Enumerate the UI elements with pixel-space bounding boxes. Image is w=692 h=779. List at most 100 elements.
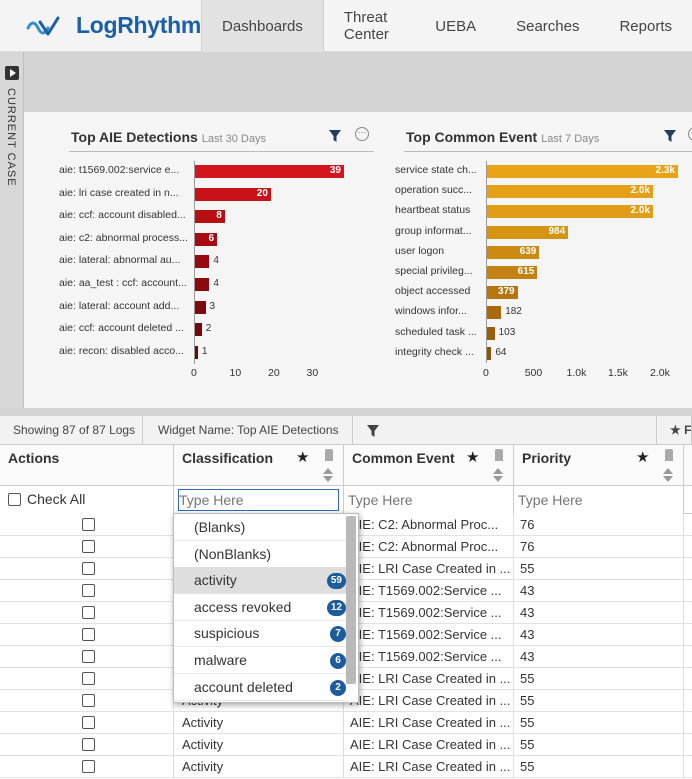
x-tick-label: 1.0k [566, 367, 587, 379]
star-icon[interactable]: ★ [466, 449, 480, 466]
row-checkbox[interactable] [82, 540, 95, 553]
dropdown-option[interactable]: (NonBlanks) [174, 541, 346, 568]
bar[interactable] [194, 232, 218, 246]
bar-category-label: scheduled task ... [395, 325, 477, 338]
sort-icon[interactable] [662, 467, 674, 483]
tab-searches[interactable]: Searches [516, 17, 580, 35]
bar[interactable] [194, 187, 271, 201]
tab-reports[interactable]: Reports [619, 17, 672, 35]
bar[interactable] [194, 323, 202, 337]
bar[interactable] [194, 255, 210, 269]
priority-cell: 43 [514, 602, 684, 624]
grid-filter-icon[interactable] [366, 424, 380, 438]
more-options-icon[interactable]: ··· [688, 127, 692, 141]
bar-value-label: 8 [216, 210, 222, 222]
tab-dashboards[interactable]: Dashboards [201, 0, 324, 52]
next-column-cell [684, 668, 692, 690]
bar[interactable] [194, 210, 225, 224]
bar[interactable] [486, 266, 538, 279]
bar[interactable] [486, 326, 495, 340]
row-checkbox[interactable] [82, 738, 95, 751]
priority-cell: 55 [514, 558, 684, 580]
priority-cell: 55 [514, 668, 684, 690]
priority-filter-input[interactable] [518, 489, 679, 511]
row-checkbox[interactable] [82, 716, 95, 729]
star-icon[interactable]: ★ [636, 449, 650, 466]
filter-icon[interactable] [663, 129, 677, 143]
bar[interactable] [194, 300, 206, 314]
priority-cell: 43 [514, 646, 684, 668]
filter-icon[interactable] [328, 129, 342, 143]
sort-icon[interactable] [322, 467, 334, 483]
tab-threat-center[interactable]: Threat Center [343, 9, 389, 43]
dropdown-option[interactable]: (Blanks) [174, 514, 346, 541]
classification-filter-dropdown: (Blanks) (NonBlanks) activity 59 access revo… [173, 513, 359, 703]
option-label: (NonBlanks) [194, 545, 272, 562]
classification-filter-input[interactable] [178, 489, 339, 511]
dropdown-option[interactable]: malware 6 [174, 647, 346, 674]
column-header-actions[interactable]: Actions [0, 445, 174, 486]
sort-icon[interactable] [492, 467, 504, 483]
row-checkbox[interactable] [82, 650, 95, 663]
bar-value-label: 182 [505, 306, 522, 318]
bar[interactable] [486, 165, 678, 178]
section-divider [0, 408, 692, 416]
row-checkbox[interactable] [82, 562, 95, 575]
row-checkbox[interactable] [82, 628, 95, 641]
dropdown-scrollbar[interactable] [346, 516, 356, 684]
bar[interactable] [486, 205, 653, 219]
check-all-cell[interactable]: Check All [0, 486, 174, 514]
logo[interactable]: LogRhythm [26, 12, 201, 39]
more-options-icon[interactable]: ··· [355, 127, 369, 141]
bar[interactable] [486, 185, 653, 199]
column-header-common-event[interactable]: Common Event ★ [344, 445, 514, 486]
bar-value-label: 20 [256, 187, 268, 199]
bar[interactable] [194, 278, 210, 291]
favorites-tab[interactable]: ★ F [656, 416, 692, 445]
option-label: malware [194, 652, 247, 668]
row-checkbox[interactable] [82, 518, 95, 531]
column-header-priority[interactable]: Priority ★ [514, 445, 684, 486]
column-header-next[interactable] [684, 445, 692, 486]
row-checkbox[interactable] [82, 694, 95, 707]
bar[interactable] [486, 245, 540, 259]
next-column-cell [684, 580, 692, 602]
priority-cell: 43 [514, 624, 684, 646]
dropdown-option[interactable]: account deleted 2 [174, 674, 346, 701]
bar-category-label: aie: ccf: account deleted ... [59, 322, 184, 335]
pin-icon[interactable] [325, 449, 333, 461]
classification-cell: Activity [174, 756, 344, 778]
bar-value-label: 984 [548, 225, 566, 237]
dropdown-option[interactable]: access revoked 12 [174, 594, 346, 621]
row-checkbox[interactable] [82, 760, 95, 773]
check-all-checkbox[interactable] [8, 493, 21, 506]
bar[interactable] [486, 286, 518, 300]
pin-icon[interactable] [495, 449, 503, 461]
column-header-classification[interactable]: Classification ★ [174, 445, 344, 486]
bar[interactable] [194, 345, 198, 359]
common-event-cell: AIE: LRI Case Created in ... [344, 756, 514, 778]
tab-ueba[interactable]: UEBA [435, 17, 477, 35]
expand-case-icon[interactable] [5, 66, 19, 80]
common-event-cell: AIE: T1569.002:Service ... [344, 602, 514, 624]
common-event-cell: AIE: LRI Case Created in ... [344, 712, 514, 734]
row-checkbox[interactable] [82, 672, 95, 685]
dropdown-option[interactable]: activity 59 [174, 567, 346, 595]
actions-cell [0, 602, 174, 624]
row-checkbox[interactable] [82, 606, 95, 619]
pin-icon[interactable] [665, 449, 673, 461]
option-label: account deleted [194, 678, 293, 695]
bar[interactable] [486, 225, 569, 239]
star-icon[interactable]: ★ [296, 449, 310, 466]
row-checkbox[interactable] [82, 584, 95, 597]
bar[interactable] [486, 346, 492, 360]
bar[interactable] [486, 306, 502, 320]
bar-category-label: aie: aa_test : ccf: account... [59, 277, 187, 289]
bar[interactable] [194, 165, 344, 178]
current-case-panel[interactable]: CURRENT CASE [0, 52, 24, 410]
dropdown-option[interactable]: suspicious 7 [174, 620, 346, 648]
common-event-filter-input[interactable] [348, 489, 509, 511]
